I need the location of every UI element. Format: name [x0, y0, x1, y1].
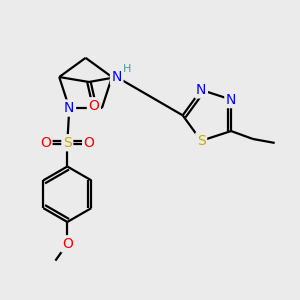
- Text: N: N: [112, 70, 122, 84]
- Text: N: N: [64, 101, 74, 115]
- Text: H: H: [122, 64, 131, 74]
- Text: S: S: [197, 134, 206, 148]
- Text: S: S: [63, 136, 72, 150]
- Text: O: O: [88, 99, 99, 113]
- Text: N: N: [196, 83, 206, 97]
- Text: O: O: [62, 237, 73, 251]
- Text: O: O: [40, 136, 51, 150]
- Text: N: N: [226, 93, 236, 106]
- Text: O: O: [84, 136, 94, 150]
